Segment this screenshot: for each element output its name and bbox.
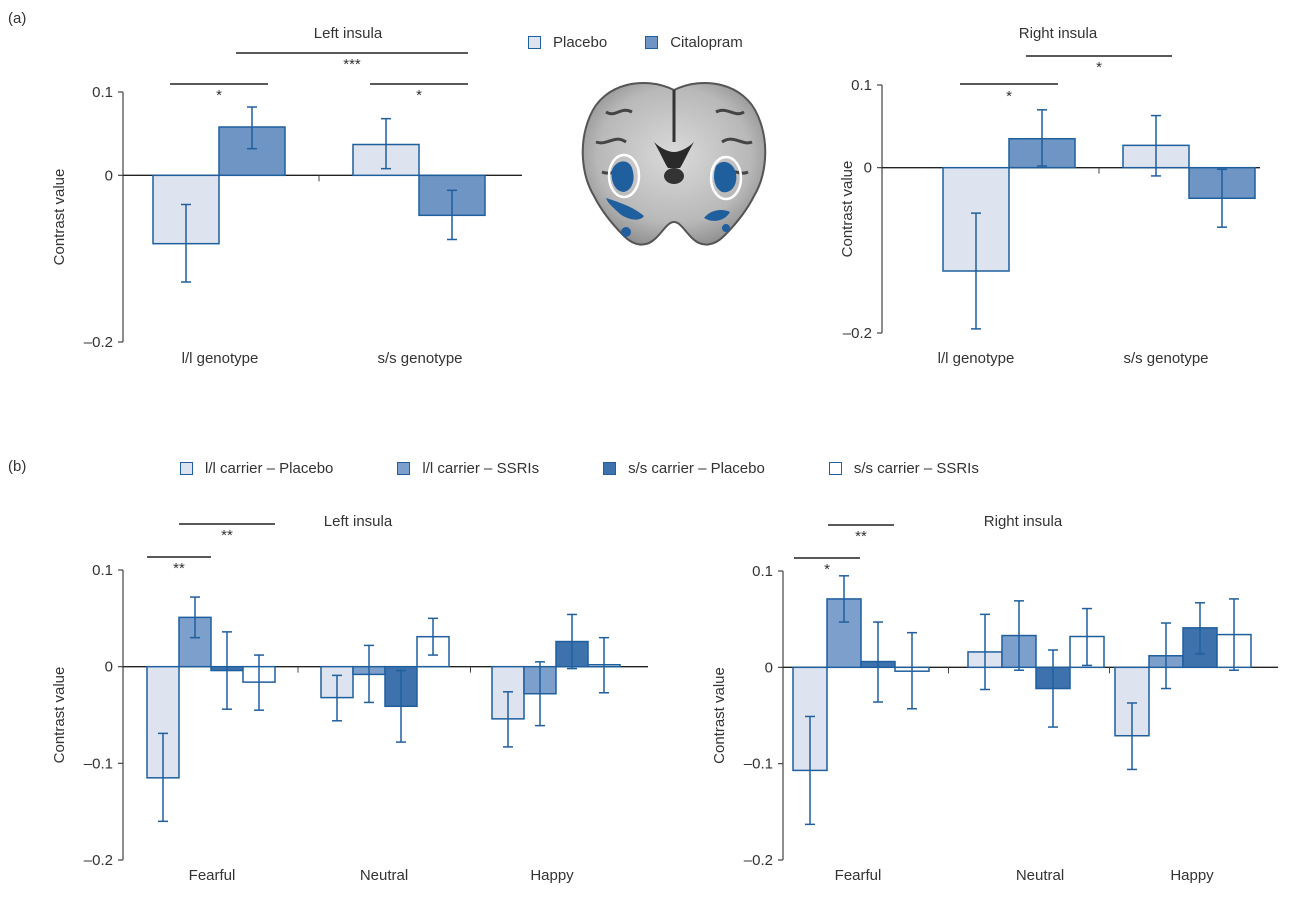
chart-title: Left insula (314, 25, 383, 42)
legend-label: s/s carrier – SSRIs (853, 460, 979, 477)
x-tick-label: Fearful (835, 867, 882, 884)
legend-a-item-placebo: Placebo (528, 34, 607, 51)
y-axis-label: Contrast value (51, 169, 68, 266)
y-tick-label: –0.2 (843, 325, 872, 342)
legend-swatch (828, 462, 842, 475)
brain-coronal-slice-image (581, 82, 767, 246)
x-tick-label: s/s genotype (377, 350, 462, 367)
legend-b-item-ss-placebo: s/s carrier – Placebo (603, 460, 765, 477)
legend-label: Placebo (553, 34, 608, 51)
y-tick-label: 0 (105, 659, 113, 676)
significance-label: * (824, 561, 830, 578)
legend-label: Citalopram (670, 34, 743, 51)
x-tick-label: l/l genotype (182, 350, 259, 367)
chart-a-left-insula: Left insula Contrast value 0.1 0 –0.2 l/l gen… (51, 25, 522, 367)
significance-label: * (1006, 88, 1012, 105)
y-tick-label: –0.2 (744, 852, 773, 869)
panel-a-label: (a) (8, 10, 27, 27)
significance-label: * (1096, 59, 1102, 76)
y-axis-label: Contrast value (839, 161, 856, 258)
y-tick-label: 0 (765, 659, 773, 676)
panel-b-label: (b) (8, 458, 27, 475)
y-tick-label: –0.2 (84, 334, 113, 351)
x-tick-label: Happy (1170, 867, 1214, 884)
y-tick-label: –0.1 (744, 756, 773, 773)
legend-swatch (397, 462, 411, 475)
x-tick-label: Happy (530, 867, 574, 884)
x-tick-label: s/s genotype (1123, 350, 1208, 367)
y-axis-label: Contrast value (51, 667, 68, 764)
chart-a-right-insula: Right insula Contrast value 0.1 0 –0.2 l/l ge… (839, 25, 1260, 367)
chart-b-right-insula: Right insula Contrast value 0.1 0 –0.1 –0.2 Fe… (711, 513, 1278, 884)
y-tick-label: 0 (864, 160, 872, 177)
legend-b-item-ll-placebo: l/l carrier – Placebo (180, 460, 333, 477)
significance-label: ** (173, 560, 185, 577)
x-tick-label: l/l genotype (938, 350, 1015, 367)
legend-b-item-ss-ssri: s/s carrier – SSRIs (828, 460, 979, 477)
legend-label: l/l carrier – Placebo (205, 460, 334, 477)
significance-label: ** (221, 527, 233, 544)
significance-label: * (216, 87, 222, 104)
y-tick-label: –0.1 (84, 755, 113, 772)
legend-a-item-citalopram: Citalopram (645, 34, 743, 51)
chart-title: Right insula (984, 513, 1063, 530)
chart-title: Left insula (324, 513, 393, 530)
significance-label: *** (343, 56, 361, 73)
y-tick-label: –0.2 (84, 852, 113, 869)
x-tick-label: Fearful (189, 867, 236, 884)
legend-b: l/l carrier – Placebo l/l carrier – SSRI… (180, 460, 1017, 477)
legend-label: s/s carrier – Placebo (628, 460, 765, 477)
significance-label: * (416, 87, 422, 104)
legend-b-item-ll-ssri: l/l carrier – SSRIs (397, 460, 539, 477)
x-tick-label: Neutral (1016, 867, 1064, 884)
y-tick-label: 0.1 (851, 77, 872, 94)
chart-title: Right insula (1019, 25, 1098, 42)
legend-label: l/l carrier – SSRIs (422, 460, 540, 477)
legend-swatch (180, 462, 193, 475)
significance-label: ** (855, 528, 867, 545)
chart-b-left-insula: Left insula Contrast value 0.1 0 –0.1 –0.2 Fea… (51, 513, 648, 884)
legend-swatch (528, 36, 541, 49)
x-tick-label: Neutral (360, 867, 408, 884)
legend-swatch (645, 36, 659, 49)
y-tick-label: 0.1 (92, 562, 113, 579)
y-axis-label: Contrast value (711, 667, 728, 764)
legend-swatch (603, 462, 617, 475)
y-tick-label: 0.1 (92, 84, 113, 101)
y-tick-label: 0 (105, 167, 113, 184)
legend-a: Placebo Citalopram (528, 34, 781, 51)
y-tick-label: 0.1 (752, 563, 773, 580)
